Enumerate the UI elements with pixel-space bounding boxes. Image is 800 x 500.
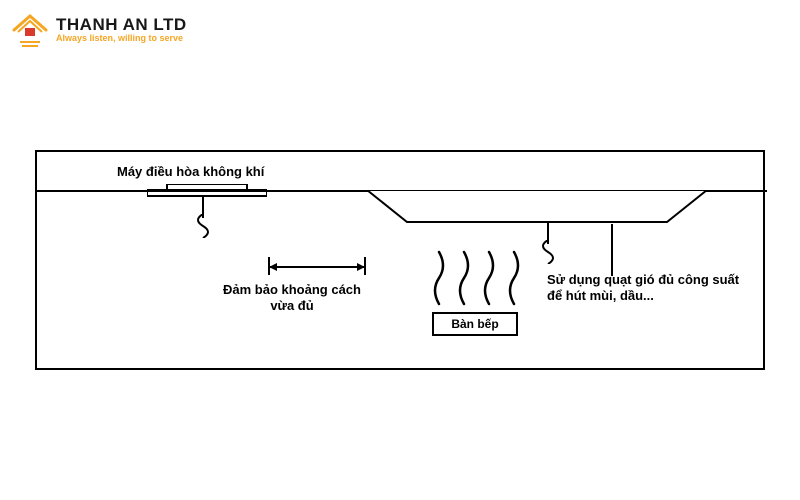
fan-power-label: Sử dụng quạt gió đủ công suất để hút mùi… bbox=[547, 272, 767, 305]
stove-box: Bàn bếp bbox=[432, 312, 518, 336]
distance-label: Đảm bảo khoảng cách vừa đủ bbox=[192, 282, 392, 313]
brand-logo: THANH AN LTD Always listen, willing to s… bbox=[10, 10, 187, 50]
hood-airflow-icon bbox=[534, 240, 564, 269]
logo-tagline: Always listen, willing to serve bbox=[56, 34, 187, 44]
installation-diagram: Máy điều hòa không khí bbox=[35, 150, 765, 370]
logo-company-name: THANH AN LTD bbox=[56, 16, 187, 35]
fan-label-line2: để hút mùi, dầu... bbox=[547, 288, 654, 303]
logo-house-icon bbox=[10, 10, 50, 50]
distance-label-line1: Đảm bảo khoảng cách bbox=[223, 282, 361, 297]
logo-text-block: THANH AN LTD Always listen, willing to s… bbox=[56, 16, 187, 45]
distance-label-line2: vừa đủ bbox=[270, 298, 313, 313]
ac-unit-icon bbox=[147, 184, 267, 196]
ac-airflow-icon bbox=[189, 214, 219, 243]
fan-label-line1: Sử dụng quạt gió đủ công suất bbox=[547, 272, 739, 287]
steam-icon bbox=[429, 250, 529, 313]
range-hood-icon bbox=[367, 190, 707, 231]
stove-label: Bàn bếp bbox=[451, 317, 498, 331]
ac-unit-label: Máy điều hòa không khí bbox=[117, 164, 264, 179]
